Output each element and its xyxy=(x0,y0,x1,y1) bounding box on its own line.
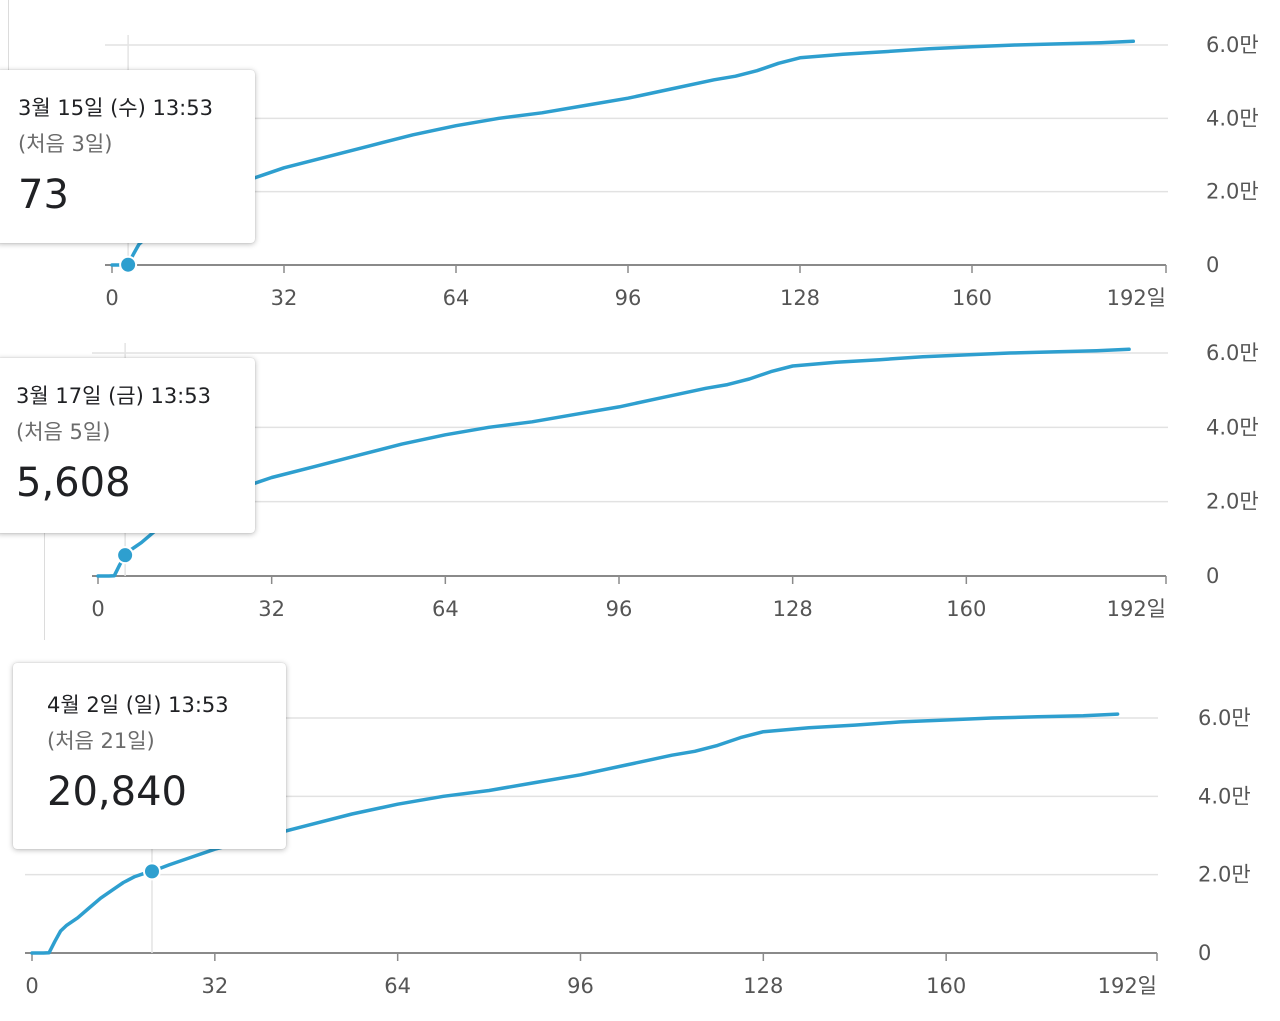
line-chart-2[interactable]: 0 2.0만 4.0만 6.0만 0 32 64 96 128 160 192일 xyxy=(0,330,1280,640)
x-tick-label: 96 xyxy=(615,286,642,310)
x-tick-label: 160 xyxy=(926,974,966,998)
y-tick-label: 0 xyxy=(1206,564,1219,588)
x-tick-label: 96 xyxy=(606,597,633,621)
chart-panel-2: 0 2.0만 4.0만 6.0만 0 32 64 96 128 160 192일 3월 17일 (금… xyxy=(0,330,1280,640)
x-tick-label: 0 xyxy=(105,286,118,310)
chart-panel-3: 0 2.0만 4.0만 6.0만 0 32 64 96 128 160 192일 4월 2일 (일)… xyxy=(0,640,1280,1021)
y-tick-label: 2.0만 xyxy=(1206,180,1259,204)
x-tick-label: 64 xyxy=(443,286,470,310)
x-tick-label: 192일 xyxy=(1107,286,1166,310)
x-tick-label: 32 xyxy=(258,597,285,621)
chart-tooltip: 4월 2일 (일) 13:53 (처음 21일) 20,840 xyxy=(13,663,286,849)
chart-tooltip: 3월 15일 (수) 13:53 (처음 3일) 73 xyxy=(0,70,255,243)
chart-tooltip: 3월 17일 (금) 13:53 (처음 5일) 5,608 xyxy=(0,358,255,533)
tooltip-date: 3월 17일 (금) 13:53 xyxy=(16,384,211,408)
x-tick-label: 32 xyxy=(201,974,228,998)
x-tick-label: 160 xyxy=(946,597,986,621)
y-tick-label: 4.0만 xyxy=(1206,415,1259,439)
highlight-point[interactable] xyxy=(142,862,161,881)
panel-divider xyxy=(8,0,9,70)
series-line xyxy=(30,712,1120,955)
x-tick-label: 0 xyxy=(25,974,38,998)
series-line xyxy=(110,39,1136,267)
y-tick-label: 6.0만 xyxy=(1206,341,1259,365)
highlight-point[interactable] xyxy=(116,546,135,565)
y-tick-label: 0 xyxy=(1206,253,1219,277)
x-tick-label: 64 xyxy=(432,597,459,621)
tooltip-period: (처음 3일) xyxy=(18,132,113,156)
tooltip-value: 20,840 xyxy=(47,769,187,815)
chart-panel-1: 0 2.0만 4.0만 6.0만 0 32 64 96 128 160 192일 3월 15일 (수… xyxy=(0,0,1280,330)
tooltip-date: 3월 15일 (수) 13:53 xyxy=(18,96,213,120)
y-tick-label: 2.0만 xyxy=(1198,863,1251,887)
x-tick-label: 64 xyxy=(384,974,411,998)
y-tick-label: 2.0만 xyxy=(1206,490,1259,514)
x-tick-label: 192일 xyxy=(1098,974,1157,998)
x-tick-label: 192일 xyxy=(1107,597,1166,621)
x-tick-label: 128 xyxy=(743,974,783,998)
tooltip-value: 5,608 xyxy=(16,460,131,506)
series-line xyxy=(96,347,1131,578)
tooltip-date: 4월 2일 (일) 13:53 xyxy=(47,693,229,717)
y-tick-label: 6.0만 xyxy=(1198,706,1251,730)
y-tick-label: 4.0만 xyxy=(1206,106,1259,130)
x-tick-label: 160 xyxy=(952,286,992,310)
x-tick-label: 96 xyxy=(567,974,594,998)
x-tick-label: 128 xyxy=(773,597,813,621)
y-tick-label: 4.0만 xyxy=(1198,784,1251,808)
tooltip-period: (처음 5일) xyxy=(16,420,111,444)
panel-divider xyxy=(44,530,45,640)
highlight-point[interactable] xyxy=(119,255,138,274)
y-tick-label: 6.0만 xyxy=(1206,33,1259,57)
y-tick-label: 0 xyxy=(1198,941,1211,965)
x-tick-label: 32 xyxy=(271,286,298,310)
tooltip-value: 73 xyxy=(18,172,69,218)
x-tick-label: 0 xyxy=(91,597,104,621)
tooltip-period: (처음 21일) xyxy=(47,729,155,753)
x-tick-label: 128 xyxy=(780,286,820,310)
